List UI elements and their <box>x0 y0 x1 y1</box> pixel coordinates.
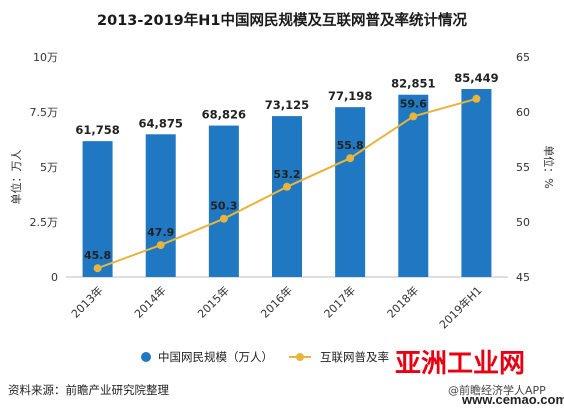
line-value-label: 45.8 <box>84 249 111 262</box>
watermark-url: www.cemao.com <box>461 392 564 407</box>
bar <box>208 125 239 278</box>
x-tick-label: 2017年 <box>321 283 358 320</box>
y-right-tick-label: 50 <box>516 216 530 229</box>
y-left-tick-label: 7.5万 <box>30 106 59 119</box>
line-point <box>472 94 481 103</box>
watermark-logo: 亚洲工业网 www.cemao.com <box>395 349 564 407</box>
y-left-tick-label: 0 <box>51 271 58 284</box>
x-tick-label: 2015年 <box>195 283 232 320</box>
line-point <box>346 154 355 163</box>
data-labels: 61,758 64,875 68,826 73,125 77,198 82,851 85,4… <box>75 71 498 262</box>
bars <box>82 89 492 278</box>
line-point <box>93 264 102 273</box>
bar-value-label: 77,198 <box>328 89 372 103</box>
bar-value-label: 61,758 <box>75 123 119 137</box>
line-value-label: 47.9 <box>147 226 174 239</box>
bar <box>398 94 429 277</box>
y-left-tick-label: 10万 <box>33 51 58 64</box>
watermark-logo-text: 亚洲工业网 <box>395 349 525 379</box>
bar <box>461 89 492 277</box>
bar-value-label: 73,125 <box>265 98 309 112</box>
y-right-tick-label: 45 <box>516 271 530 284</box>
y-left-axis-label: 单位：万人 <box>9 150 23 205</box>
bar-value-label: 68,826 <box>202 108 246 122</box>
line-value-label: 53.2 <box>273 168 300 181</box>
line-value-label: 50.3 <box>210 200 237 213</box>
legend-item-line: 互联网普及率 <box>289 350 389 364</box>
y-right-tick-label: 55 <box>516 161 530 174</box>
x-tick-label: 2016年 <box>258 283 295 320</box>
legend-label: 互联网普及率 <box>320 350 389 364</box>
legend-label: 中国网民规模（万人） <box>158 350 273 364</box>
legend: 中国网民规模（万人） 互联网普及率 <box>141 350 389 364</box>
x-tick-label: 2014年 <box>131 283 168 320</box>
x-tick-label: 2018年 <box>384 283 421 320</box>
source-note: 资料来源：前瞻产业研究院整理 <box>8 383 169 397</box>
bar-value-label: 85,449 <box>454 71 498 85</box>
x-tick-label: 2013年 <box>68 283 105 320</box>
bar <box>145 134 176 277</box>
y-left-tick-label: 5万 <box>40 161 58 174</box>
y-right-axis-label: 单位：% <box>542 145 556 188</box>
bar-value-label: 82,851 <box>391 77 435 91</box>
y-right-tick-label: 65 <box>516 51 530 64</box>
y-right-tick-label: 60 <box>516 106 530 119</box>
chart-title: 2013-2019年H1中国网民规模及互联网普及率统计情况 <box>97 11 467 29</box>
x-tick-label: 2019年H1 <box>436 283 484 331</box>
brand-tag: @前瞻经济学人APP <box>448 383 546 397</box>
line-dot-marker <box>296 353 304 361</box>
legend-item-bars: 中国网民规模（万人） <box>141 350 273 364</box>
line-point <box>283 182 291 191</box>
bar <box>272 116 302 277</box>
circle-marker-icon <box>141 352 151 362</box>
bar <box>335 107 366 277</box>
line-point <box>219 214 228 223</box>
line-value-label: 59.6 <box>400 97 427 110</box>
line-value-label: 55.8 <box>337 139 364 152</box>
penetration-line <box>93 94 481 273</box>
y-left-tick-label: 2.5万 <box>30 216 59 229</box>
line-point <box>409 112 418 121</box>
bar <box>82 141 113 277</box>
bar-value-label: 64,875 <box>139 116 183 130</box>
line-point <box>156 241 165 250</box>
